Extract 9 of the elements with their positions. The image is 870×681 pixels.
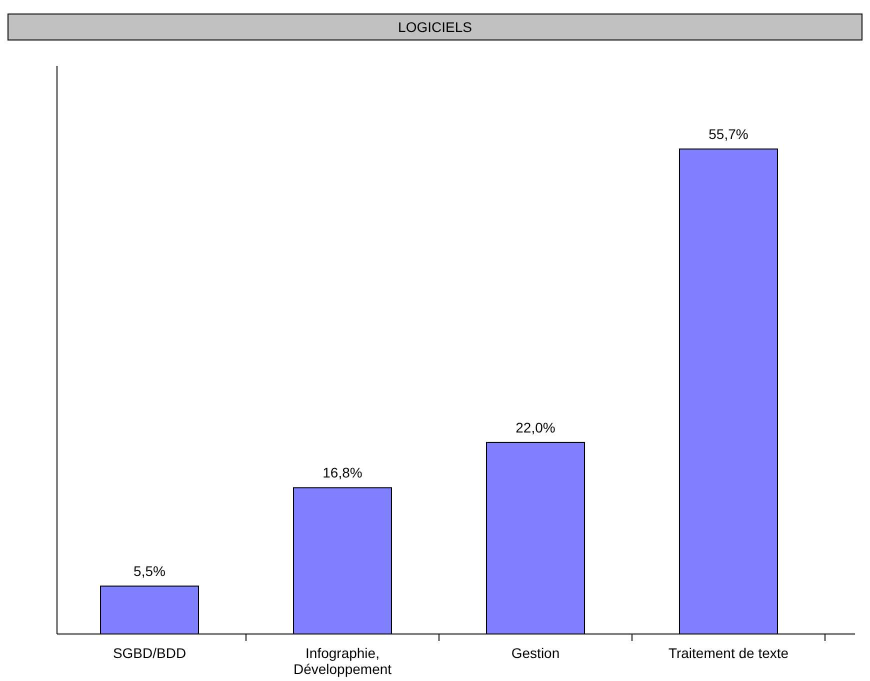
data-label: 16,8% — [322, 464, 362, 481]
x-tick-label: Traitement de texte — [668, 645, 789, 661]
x-tick-label: SGBD/BDD — [112, 645, 186, 661]
chart-title: LOGICIELS — [398, 19, 472, 35]
data-label: 22,0% — [516, 419, 556, 436]
data-label: 55,7% — [708, 126, 748, 142]
x-tick-label: Gestion — [511, 645, 560, 661]
data-label: 5,5% — [134, 563, 166, 580]
x-tick-label: Infographie, Développement — [293, 645, 392, 677]
